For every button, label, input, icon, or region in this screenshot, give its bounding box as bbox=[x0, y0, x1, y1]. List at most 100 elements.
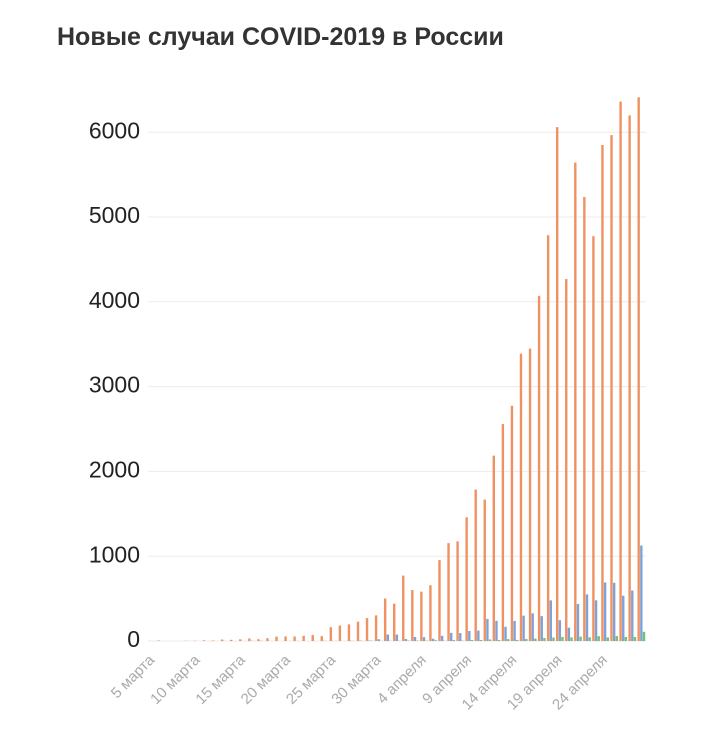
y-tick-label: 6000 bbox=[89, 117, 140, 143]
bar bbox=[474, 489, 477, 641]
bar bbox=[576, 604, 580, 641]
bar bbox=[525, 638, 528, 641]
bar bbox=[603, 582, 607, 641]
bar bbox=[395, 634, 399, 641]
y-tick-label: 0 bbox=[127, 626, 140, 652]
bar bbox=[488, 639, 492, 641]
y-tick-label: 3000 bbox=[89, 372, 140, 398]
bar bbox=[574, 162, 577, 641]
bar bbox=[537, 295, 541, 641]
bar bbox=[570, 637, 573, 641]
bar bbox=[633, 637, 637, 641]
bar bbox=[404, 638, 408, 641]
bar bbox=[402, 575, 405, 641]
bar bbox=[642, 631, 646, 641]
bar bbox=[248, 638, 251, 641]
bar bbox=[624, 637, 628, 641]
bar bbox=[497, 640, 501, 641]
bar bbox=[422, 637, 426, 641]
bar bbox=[552, 637, 555, 641]
bar bbox=[477, 630, 480, 641]
bar bbox=[440, 635, 444, 641]
bar bbox=[356, 621, 360, 641]
bar bbox=[157, 640, 160, 641]
bar bbox=[549, 600, 552, 641]
bar bbox=[504, 626, 507, 641]
bar bbox=[506, 639, 510, 641]
y-tick-label: 2000 bbox=[89, 456, 140, 482]
bar bbox=[585, 594, 589, 641]
bar bbox=[543, 637, 546, 641]
bar bbox=[583, 196, 586, 642]
bar bbox=[495, 620, 498, 641]
bar bbox=[434, 640, 437, 641]
bar bbox=[483, 499, 486, 641]
bar bbox=[383, 598, 387, 641]
bar bbox=[597, 636, 600, 641]
bar bbox=[601, 145, 604, 641]
bar bbox=[459, 633, 462, 641]
y-tick-label: 4000 bbox=[89, 287, 140, 313]
bar bbox=[284, 636, 287, 641]
bar bbox=[230, 639, 233, 641]
bar bbox=[302, 635, 305, 641]
bar bbox=[266, 638, 269, 641]
bar bbox=[555, 127, 559, 641]
bar bbox=[606, 637, 609, 641]
bar bbox=[594, 600, 598, 641]
bar bbox=[239, 639, 242, 641]
bar bbox=[615, 636, 619, 641]
bar bbox=[531, 613, 534, 641]
bar bbox=[588, 637, 591, 641]
bar bbox=[275, 636, 278, 641]
bar bbox=[565, 279, 568, 641]
bar bbox=[470, 639, 474, 641]
bar bbox=[612, 582, 616, 641]
bar bbox=[546, 235, 550, 641]
bar bbox=[468, 630, 471, 641]
chart-title: Новые случаи COVID-2019 в России bbox=[57, 23, 504, 51]
bar bbox=[519, 353, 523, 641]
bar bbox=[452, 640, 456, 641]
bar bbox=[637, 97, 640, 642]
bar bbox=[377, 639, 380, 641]
bar bbox=[365, 618, 369, 641]
bar bbox=[257, 639, 260, 641]
bar bbox=[501, 424, 505, 641]
bar bbox=[631, 590, 634, 641]
bar bbox=[374, 615, 378, 641]
bar bbox=[338, 625, 342, 641]
bar bbox=[447, 543, 450, 641]
y-tick-label: 1000 bbox=[89, 541, 140, 567]
bar bbox=[516, 639, 519, 641]
bar bbox=[293, 636, 296, 641]
y-tick-label: 5000 bbox=[89, 202, 140, 228]
bar bbox=[622, 595, 625, 641]
bar bbox=[431, 638, 435, 641]
bar bbox=[320, 636, 323, 641]
bar bbox=[640, 545, 643, 641]
bar bbox=[610, 135, 613, 642]
bar bbox=[479, 639, 483, 641]
bar bbox=[619, 101, 622, 641]
bar bbox=[510, 405, 514, 641]
bar bbox=[211, 640, 215, 641]
bar bbox=[347, 624, 351, 641]
bar bbox=[202, 640, 206, 641]
bar bbox=[628, 115, 631, 641]
bar bbox=[486, 618, 489, 641]
bar bbox=[220, 639, 224, 641]
bar bbox=[567, 627, 571, 641]
bar bbox=[592, 236, 595, 641]
bar bbox=[528, 348, 532, 641]
bar bbox=[393, 603, 396, 641]
bar bbox=[522, 615, 525, 641]
bar bbox=[429, 585, 432, 641]
bar bbox=[438, 560, 441, 641]
bar bbox=[420, 591, 423, 641]
bar bbox=[534, 638, 537, 641]
bar bbox=[558, 620, 562, 641]
bar bbox=[561, 636, 564, 641]
bar bbox=[329, 627, 333, 641]
